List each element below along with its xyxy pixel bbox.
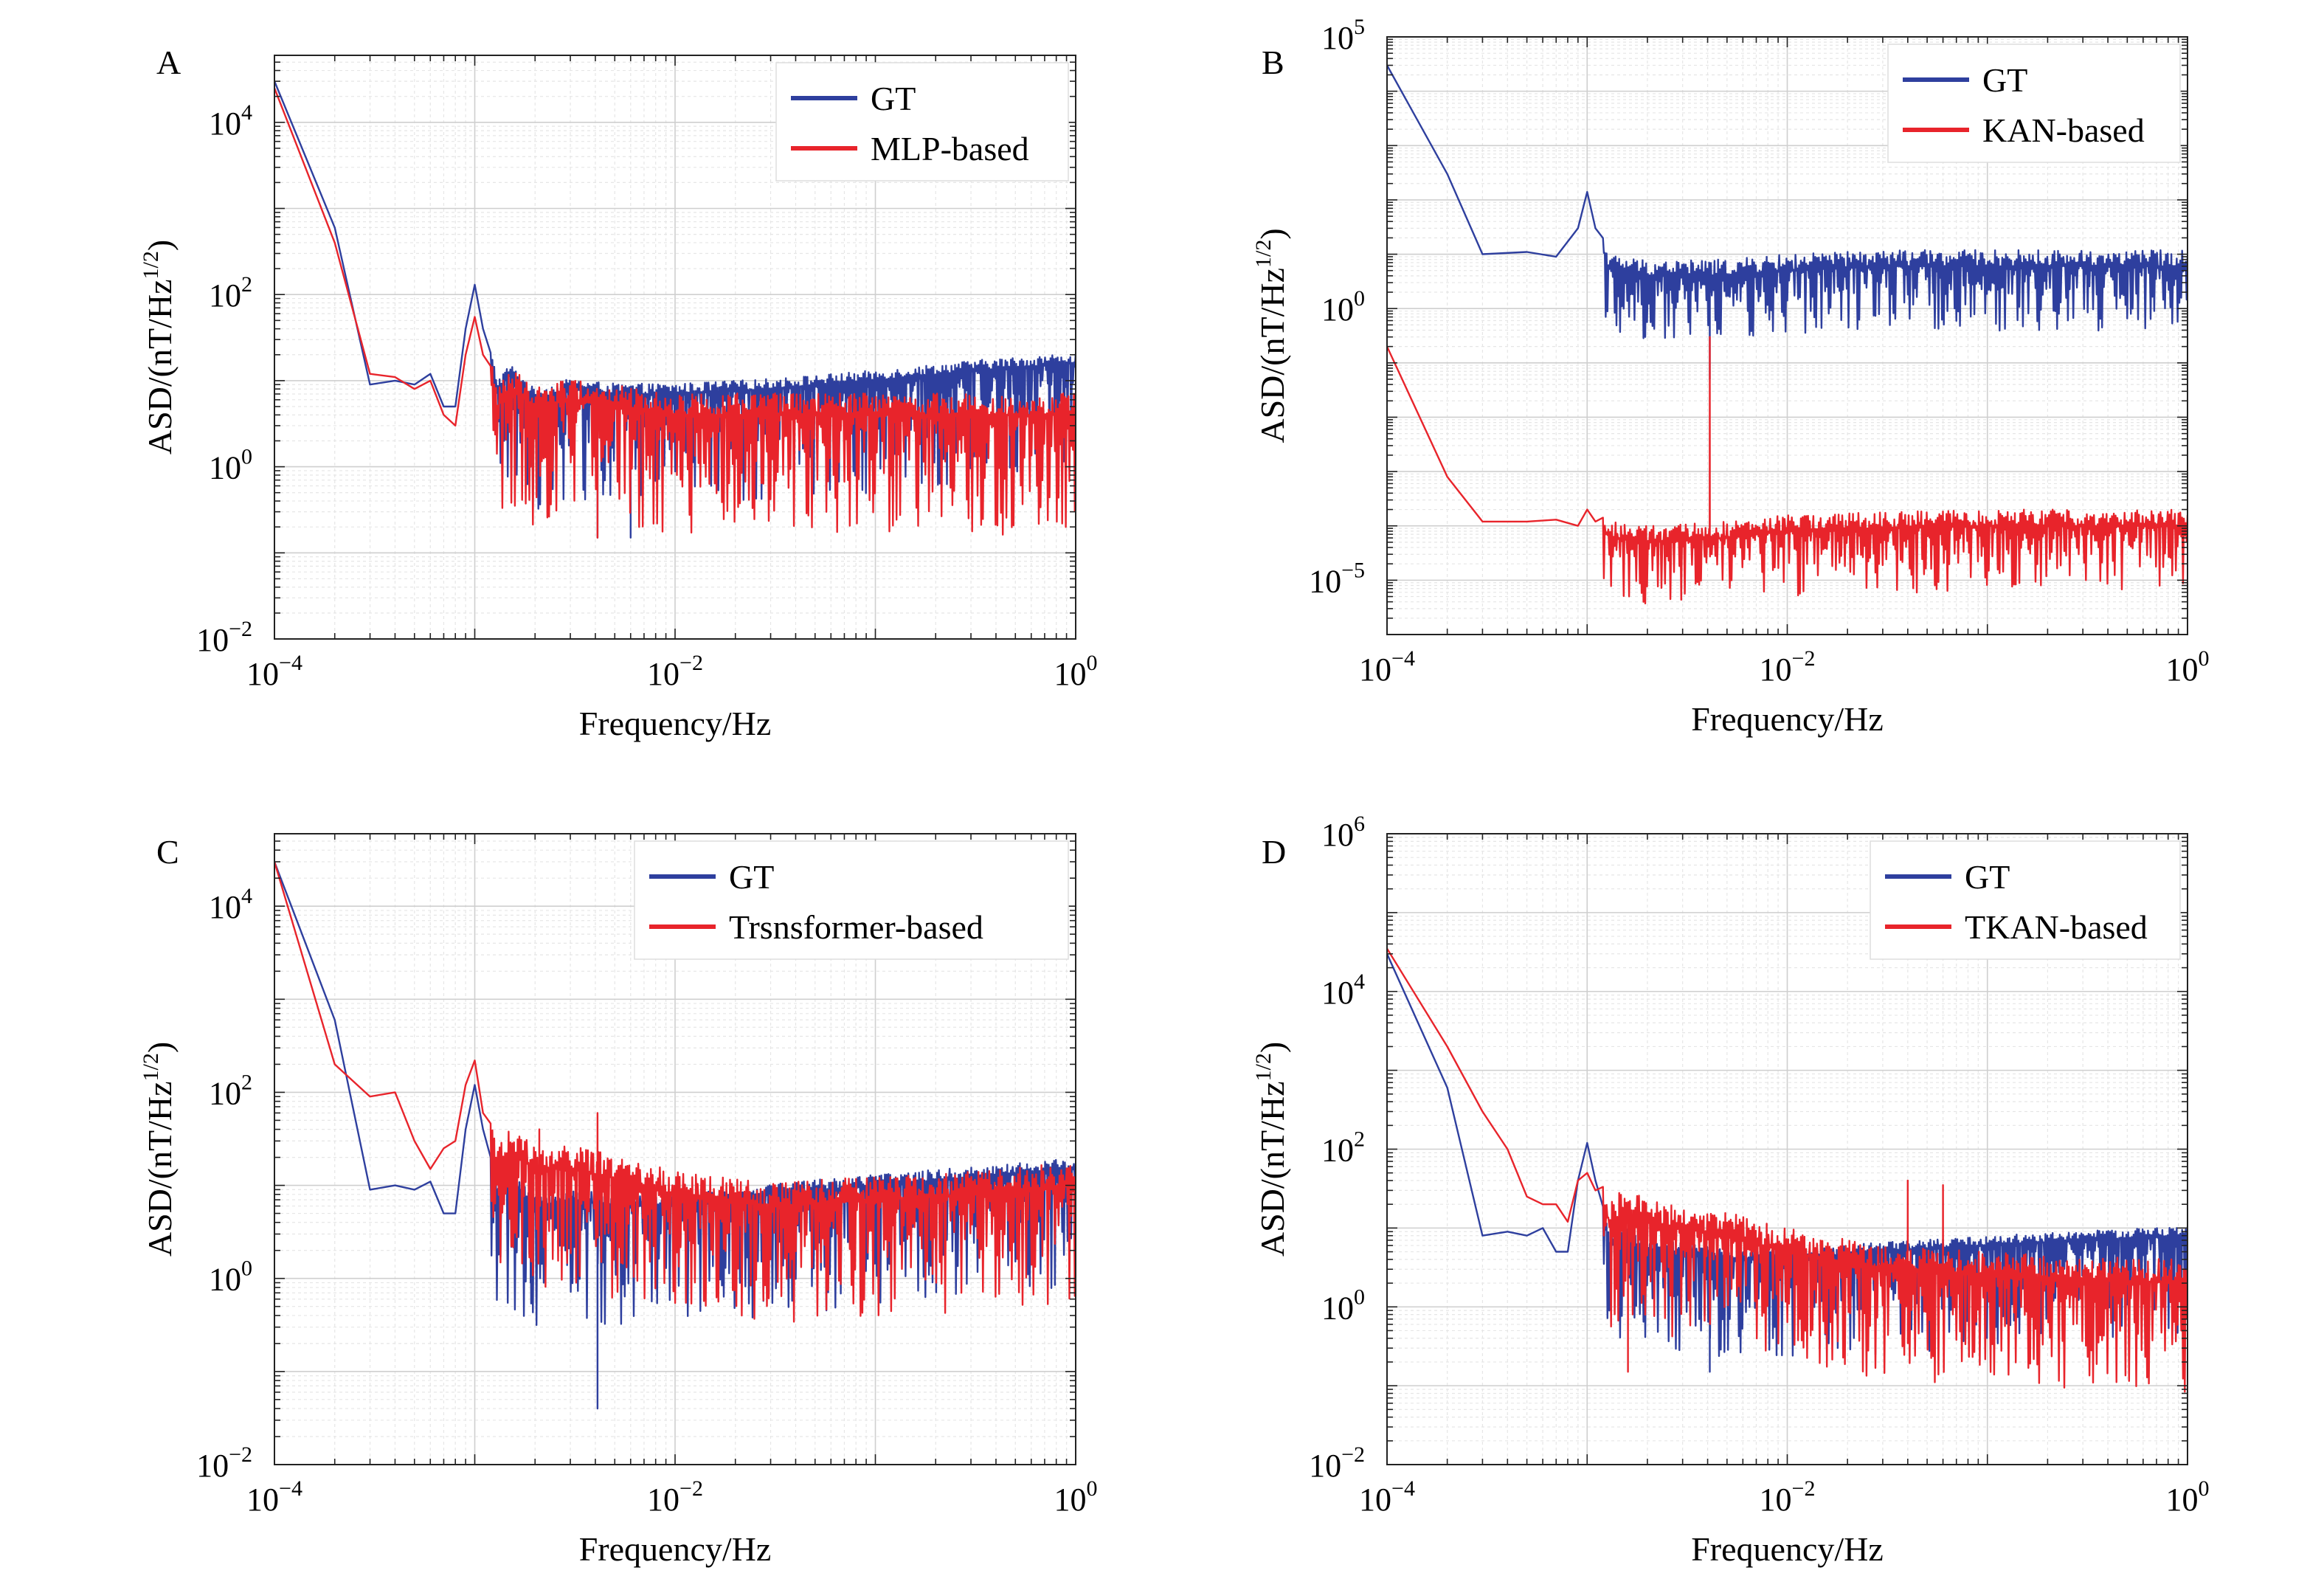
legend-entry: Trsnsformer-based [729, 908, 983, 946]
y-axis-label: ASD/(nT/Hz1/2) [139, 1042, 179, 1257]
x-tick-label: 10−4 [246, 1476, 302, 1518]
y-tick-label: 102 [209, 1070, 252, 1111]
legend: GT MLP-based [775, 62, 1069, 182]
legend-entry: TKAN-based [1965, 908, 2148, 946]
x-tick-label: 10−4 [246, 651, 302, 692]
legend: GT Trsnsformer-based [634, 840, 1069, 960]
y-tick-label: 106 [1321, 812, 1365, 853]
series-line-mlp-based [274, 87, 1076, 539]
y-tick-label: 105 [1321, 15, 1365, 56]
legend: GT KAN-based [1887, 44, 2181, 163]
axis-ticks [274, 55, 1076, 640]
x-tick-label: 10−4 [1359, 1476, 1415, 1518]
legend-entry: MLP-based [871, 130, 1029, 167]
x-tick-label: 10−2 [1760, 646, 1816, 688]
legend: GT TKAN-based [1870, 840, 2181, 960]
y-tick-label: 100 [1321, 286, 1365, 328]
panel-a-ASD-chart: 10−4 10−2 10010−2100102104Frequency/HzASD/… [139, 44, 1098, 742]
panel-c-ASD-chart: 10−4 10−2 10010−2100102104Frequency/HzASD/… [139, 833, 1098, 1568]
x-tick-label: 10−2 [647, 651, 703, 692]
series-line-kan-based [1387, 336, 2188, 605]
legend-entry: GT [1965, 858, 2010, 896]
x-tick-label: 100 [1054, 651, 1098, 692]
y-tick-label: 104 [1321, 970, 1365, 1011]
axis-ticks [1386, 37, 2188, 635]
x-axis-label: Frequency/Hz [579, 1530, 772, 1568]
legend-box [634, 840, 1069, 960]
legend-entry: GT [871, 80, 916, 117]
series-lines [1387, 947, 2188, 1393]
legend-box [775, 62, 1069, 182]
panel-label: D [1262, 833, 1286, 871]
panel-label: C [156, 833, 179, 871]
axis-ticks [1386, 834, 2188, 1465]
y-tick-label: 100 [1321, 1285, 1365, 1326]
x-tick-label: 100 [2166, 1476, 2210, 1518]
y-tick-label: 102 [1321, 1127, 1365, 1169]
y-tick-label: 10−5 [1309, 558, 1365, 599]
series-line-gt [274, 861, 1076, 1410]
y-tick-label: 100 [209, 1257, 252, 1298]
legend-box [1887, 44, 2181, 163]
x-tick-label: 10−2 [647, 1476, 703, 1518]
y-axis-label: ASD/(nT/Hz1/2) [1251, 1042, 1291, 1257]
panel-label: B [1262, 44, 1284, 81]
legend-entry: GT [729, 858, 774, 896]
x-tick-label: 10−2 [1760, 1476, 1816, 1518]
panel-b-ASD-chart: 10−4 10−2 100 10−5 100 105 Frequency/Hz ASD/(nT… [1251, 15, 2210, 738]
series-lines [274, 861, 1076, 1410]
y-tick-label: 10−2 [196, 617, 252, 658]
x-axis-label: Frequency/Hz [1691, 1530, 1884, 1568]
series-lines [1387, 64, 2188, 605]
axis-ticks [274, 833, 1076, 1465]
y-tick-label: 102 [209, 272, 252, 314]
y-tick-label: 104 [209, 884, 252, 925]
x-tick-label: 100 [2166, 646, 2210, 688]
legend-entry: GT [1982, 61, 2027, 99]
y-tick-label: 100 [209, 445, 252, 486]
series-line-tkan-based [1387, 947, 2188, 1393]
y-tick-label: 10−2 [196, 1442, 252, 1484]
series-line-trsnsformer-based [274, 861, 1076, 1323]
panel-label: A [156, 44, 181, 81]
x-tick-label: 10−4 [1359, 646, 1415, 688]
x-axis-label: Frequency/Hz [579, 705, 772, 742]
y-axis-label: ASD/(nT/Hz1/2) [1251, 228, 1291, 443]
panel-d-ASD-chart: 10−4 10−2 10010−2100102104106Frequency/HzA… [1251, 812, 2210, 1568]
series-line-gt [1387, 64, 2188, 381]
y-axis-label: ASD/(nT/Hz1/2) [139, 240, 179, 455]
legend-box [1870, 840, 2181, 960]
series-lines [274, 80, 1076, 539]
y-tick-label: 104 [209, 100, 252, 142]
y-tick-label: 10−2 [1309, 1442, 1365, 1484]
x-tick-label: 100 [1054, 1476, 1098, 1518]
x-axis-label: Frequency/Hz [1691, 700, 1884, 738]
legend-entry: KAN-based [1982, 111, 2145, 149]
